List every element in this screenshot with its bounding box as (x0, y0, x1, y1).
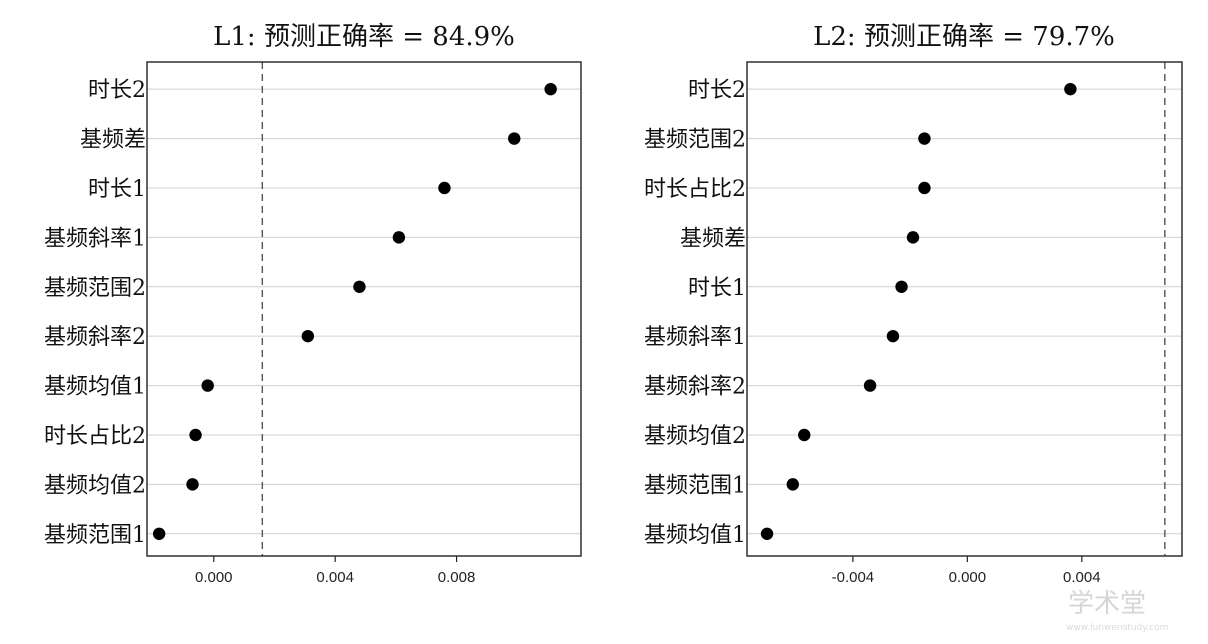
l1-point (186, 478, 199, 491)
l2-category-label: 基频均值1 (644, 523, 746, 548)
l2-point (895, 280, 908, 293)
l1-category-label: 基频斜率2 (44, 325, 146, 350)
l2-category-label: 基频范围2 (644, 128, 746, 153)
l2-category-label: 时长1 (688, 276, 746, 301)
l2-category-label: 时长占比2 (644, 177, 746, 202)
l1-title: L1: 预测正确率 = 84.9% (213, 22, 515, 52)
watermark: 学术堂 www.lunwenstudy.com (1066, 589, 1168, 633)
l2-point (918, 132, 931, 145)
l1-category-label: 基频范围2 (44, 276, 146, 301)
l1-x-tick-label: 0.000 (195, 569, 233, 586)
l1-plot-frame (146, 61, 582, 557)
l2-category-label: 基频斜率2 (644, 375, 746, 400)
l2-point (760, 527, 774, 540)
l2-category-label: 基频差 (680, 226, 746, 251)
l1-category-label: 基频斜率1 (44, 226, 146, 251)
l1-category-label: 基频均值1 (44, 375, 146, 400)
l2-point (786, 478, 799, 491)
l1-point (438, 181, 451, 195)
l1-point (508, 132, 521, 145)
l2-point (863, 379, 877, 392)
l2-point (906, 231, 920, 244)
l1-category-label: 时长占比2 (44, 424, 146, 449)
l2-point (798, 428, 811, 442)
l2-point (918, 181, 931, 195)
l2-x-tick-label: 0.000 (949, 569, 987, 586)
l1-point (189, 428, 202, 442)
l1-category-label: 基频范围1 (44, 523, 146, 548)
l1-category-label: 时长2 (88, 78, 146, 103)
l2-point (1064, 82, 1077, 96)
l1-point (353, 280, 366, 293)
l2-category-label: 基频范围1 (644, 473, 746, 498)
l2-category-label: 基频斜率1 (644, 325, 746, 350)
watermark-main: 学术堂 (1068, 589, 1146, 619)
l2-plot-frame (746, 61, 1183, 557)
l1-category-label: 时长1 (88, 177, 146, 202)
l1-point (201, 379, 214, 392)
l1-category-label: 基频差 (80, 128, 146, 153)
l1-category-label: 基频均值2 (44, 473, 146, 498)
l2-category-label: 基频均值2 (644, 424, 746, 449)
l2-x-tick-label: -0.004 (832, 569, 875, 586)
l1-point (301, 329, 315, 343)
l1-point (544, 82, 557, 96)
l1-x-tick-label: 0.004 (316, 569, 354, 586)
l2-x-tick-label: 0.004 (1063, 569, 1101, 586)
l2-title: L2: 预测正确率 = 79.7% (813, 22, 1115, 52)
l1-point (152, 527, 166, 540)
l2-point (886, 329, 900, 343)
l1-x-tick-label: 0.008 (438, 569, 476, 586)
l1-point (392, 231, 406, 244)
l2-category-label: 时长2 (688, 78, 746, 103)
watermark-sub: www.lunwenstudy.com (1066, 623, 1168, 633)
